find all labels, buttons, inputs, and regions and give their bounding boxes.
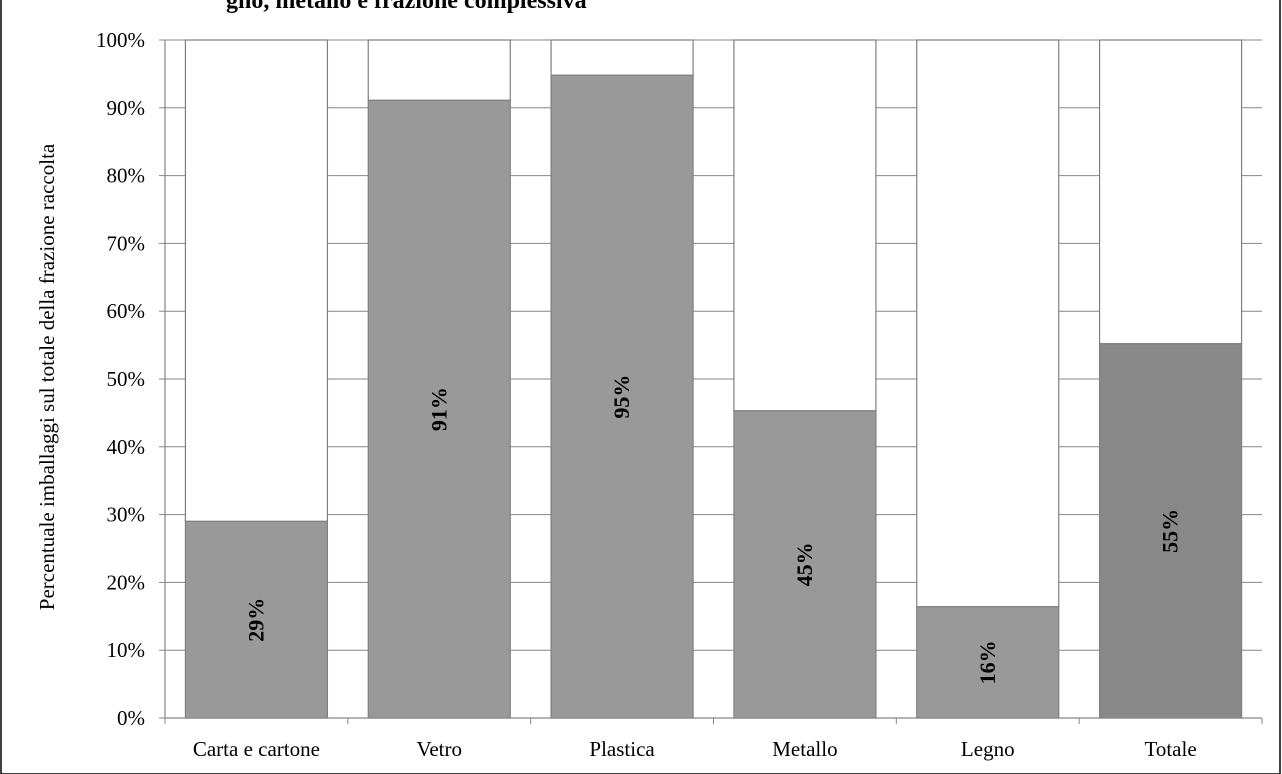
- y-tick-label: 100%: [96, 28, 145, 52]
- data-label: 91%: [426, 387, 451, 431]
- x-category-label: Carta e cartone: [193, 737, 320, 761]
- data-labels: 29% 91% 95% 45% 16% 55%: [243, 375, 1182, 685]
- y-tick-label: 20%: [107, 570, 146, 594]
- data-label: 95%: [609, 375, 634, 419]
- axes: 0% 10% 20% 30% 40% 50% 60% 70% 80% 90% 100% Carta e…: [96, 28, 1263, 761]
- bar-remainder: [1098, 39, 1243, 345]
- bar-vetro: [367, 99, 511, 719]
- bar-metallo: [733, 410, 877, 719]
- y-tick-label: 90%: [107, 96, 146, 120]
- data-label: 45%: [792, 542, 817, 586]
- y-tick-label: 10%: [107, 638, 146, 662]
- data-label: 16%: [975, 640, 1000, 684]
- y-tick-label: 60%: [107, 299, 146, 323]
- x-category-label: Metallo: [772, 737, 837, 761]
- chart-title: gno, metallo e frazione complessiva: [226, 0, 587, 14]
- y-tick-label: 80%: [107, 164, 146, 188]
- bar-carta-e-cartone: [184, 520, 329, 719]
- x-category-label: Totale: [1144, 737, 1196, 761]
- bar-legno: [916, 606, 1060, 719]
- gridlines: [165, 39, 1262, 651]
- data-label: 55%: [1158, 509, 1183, 553]
- y-tick-label: 0%: [117, 706, 145, 730]
- bar-remainder: [733, 39, 877, 412]
- y-tick-label: 40%: [107, 435, 146, 459]
- y-axis-label: Percentuale imballaggi sul totale della …: [35, 143, 59, 610]
- x-category-label: Vetro: [417, 737, 463, 761]
- data-label: 29%: [243, 598, 268, 642]
- bar-plastica: [550, 74, 694, 719]
- bar-remainder: [184, 39, 329, 522]
- bars: [184, 39, 1243, 719]
- x-category-label: Plastica: [589, 737, 655, 761]
- x-category-label: Legno: [961, 737, 1015, 761]
- y-tick-label: 30%: [107, 503, 146, 527]
- bar-remainder: [916, 39, 1060, 608]
- bar-totale: [1098, 343, 1243, 719]
- bar-remainder: [550, 39, 694, 76]
- bar-remainder: [367, 39, 511, 101]
- y-tick-label: 70%: [107, 231, 146, 255]
- y-tick-label: 50%: [107, 367, 146, 391]
